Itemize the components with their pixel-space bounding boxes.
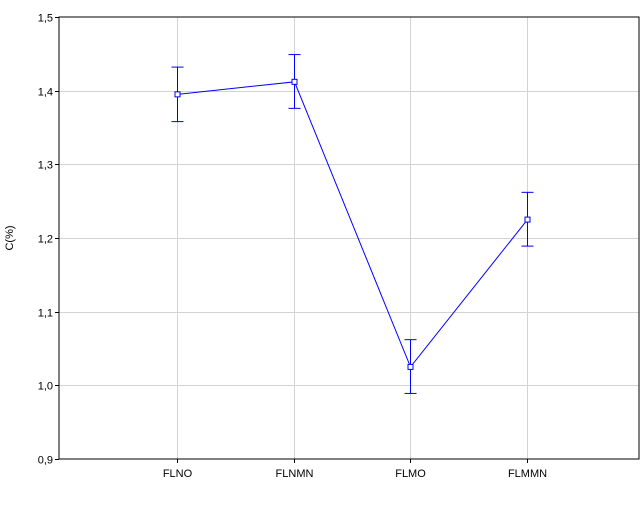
y-tick-label: 1,3 bbox=[38, 160, 53, 172]
x-tick-label: FLMO bbox=[395, 468, 426, 480]
ticks: 0,9 1,0 1,1 1,2 1,3 1,4 1,5 FLNO FLNMN FLMO FLMMN bbox=[38, 13, 547, 481]
y-tick-label: 0,9 bbox=[38, 455, 53, 467]
series bbox=[171, 54, 534, 394]
x-tick-label: FLNO bbox=[163, 468, 193, 480]
y-tick-label: 1,0 bbox=[38, 381, 53, 393]
x-tick-label: FLMMN bbox=[508, 468, 547, 480]
grid bbox=[59, 17, 639, 459]
y-tick-label: 1,1 bbox=[38, 308, 53, 320]
data-point bbox=[291, 78, 298, 85]
data-point bbox=[407, 363, 414, 370]
y-tick-label: 1,2 bbox=[38, 234, 53, 246]
data-point bbox=[174, 91, 181, 98]
data-point bbox=[524, 216, 531, 223]
y-axis-label: C(%) bbox=[4, 225, 16, 250]
y-tick-label: 1,5 bbox=[38, 13, 53, 25]
series-line bbox=[177, 81, 528, 368]
y-tick-label: 1,4 bbox=[38, 87, 53, 99]
x-tick-label: FLNMN bbox=[276, 468, 314, 480]
